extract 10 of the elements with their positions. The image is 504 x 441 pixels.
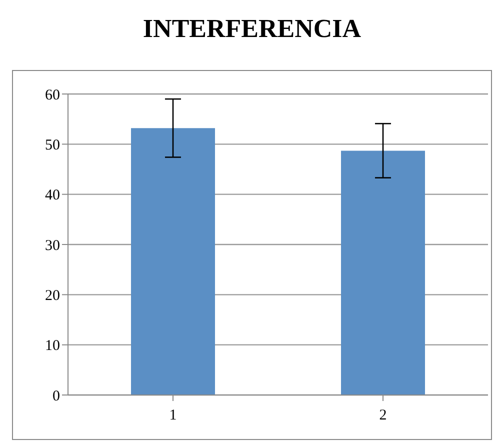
x-tick-label: 1 (169, 408, 177, 424)
y-tick-label: 10 (45, 338, 60, 354)
y-tick-label: 0 (52, 388, 60, 404)
y-tick-label: 50 (45, 137, 60, 154)
y-tick-label: 40 (45, 188, 60, 204)
y-tick-label: 30 (45, 238, 60, 254)
x-tick-label: 2 (379, 408, 387, 424)
chart-title: INTERFERENCIA (142, 13, 362, 45)
y-tick-label: 20 (45, 288, 60, 304)
y-tick-label: 60 (45, 87, 60, 104)
